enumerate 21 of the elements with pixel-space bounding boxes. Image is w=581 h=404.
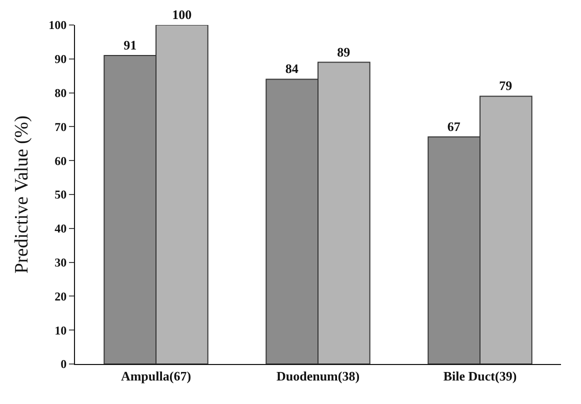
x-tick-label: Ampulla(67) (120, 368, 192, 384)
data-label: 91 (124, 38, 137, 53)
data-label: 79 (499, 78, 513, 94)
y-tick-label: 30 (54, 256, 67, 270)
y-tick-label: 20 (54, 289, 67, 304)
y-tick-label: 100 (48, 18, 67, 32)
y-tick-label: 60 (54, 154, 67, 168)
data-label: 100 (172, 7, 192, 22)
y-tick-label: 10 (54, 323, 67, 338)
x-tick-label: Duodenum(38) (276, 368, 360, 384)
x-tick-label: Bile Duct(39) (443, 368, 517, 384)
y-axis-title: Predictive Value (%) (11, 116, 32, 274)
data-label: 84 (285, 61, 299, 76)
data-label: 67 (447, 118, 461, 134)
y-tick-label: 70 (54, 120, 67, 134)
y-tick-label: 80 (54, 86, 67, 100)
data-label: 89 (337, 44, 351, 60)
y-tick-label: 90 (54, 52, 67, 66)
y-tick-label: 50 (54, 188, 67, 202)
y-tick-label: 40 (54, 222, 67, 236)
y-tick-label: 0 (60, 357, 67, 372)
